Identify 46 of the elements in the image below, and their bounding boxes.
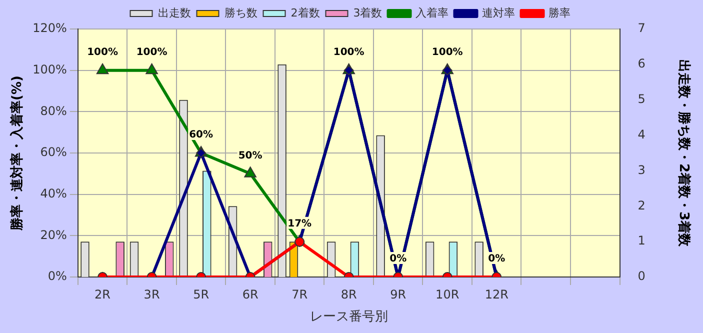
y-tick-label: 100% <box>32 62 67 76</box>
y2-tick-label: 4 <box>638 127 646 142</box>
legend-label: 3着数 <box>353 6 382 20</box>
point <box>146 63 158 74</box>
x-tick-label: 7R <box>292 287 308 302</box>
x-axis-title: レース番号別 <box>310 310 388 325</box>
data-label: 100% <box>333 46 364 58</box>
x-tick-label: 6R <box>242 287 258 302</box>
data-label: 100% <box>432 46 463 58</box>
legend-label: 2着数 <box>290 6 320 20</box>
legend-label: 連対率 <box>482 6 516 20</box>
x-tick-label: 8R <box>340 287 357 302</box>
data-label: 100% <box>136 46 168 58</box>
legend-label: 入着率 <box>416 6 449 20</box>
x-tick-label: 2R <box>94 287 111 302</box>
y2-tick-label: 2 <box>638 198 646 212</box>
legend-label: 勝ち数 <box>224 6 258 20</box>
y-axis-title: 勝率・連対率・入着率(%) <box>9 76 26 232</box>
data-label: 0% <box>390 254 407 265</box>
legend-label: 勝率 <box>548 6 571 20</box>
point <box>244 166 256 178</box>
y2-tick-label: 6 <box>638 56 646 71</box>
y-tick-label: 0% <box>48 269 67 284</box>
x-tick-label: 10R <box>436 287 460 302</box>
x-tick-label: 5R <box>193 287 210 302</box>
y-tick-label: 60% <box>40 145 67 160</box>
y2-tick-label: 7 <box>638 21 646 36</box>
y2-tick-label: 5 <box>638 92 646 106</box>
data-label: 100% <box>87 46 118 58</box>
x-tick-label: 12R <box>484 287 508 302</box>
data-label: 50% <box>238 150 262 162</box>
x-tick-label: 3R <box>144 287 160 302</box>
data-label: 60% <box>189 130 214 141</box>
y2-tick-label: 3 <box>638 162 646 177</box>
y-tick-label: 40% <box>40 186 67 200</box>
data-label: 17% <box>288 218 312 230</box>
point <box>96 63 109 74</box>
x-tick-label: 9R <box>390 287 406 302</box>
data-label: 0% <box>488 254 506 265</box>
y2-axis-title: 出走数・勝ち数・2着数・3着数 <box>676 59 692 248</box>
y-tick-label: 120% <box>32 21 67 36</box>
y2-tick-label: 0 <box>638 269 646 284</box>
y2-tick-label: 1 <box>638 234 646 248</box>
y-tick-label: 80% <box>40 104 67 118</box>
y-tick-label: 20% <box>40 228 67 242</box>
legend-label: 出走数 <box>158 6 191 20</box>
